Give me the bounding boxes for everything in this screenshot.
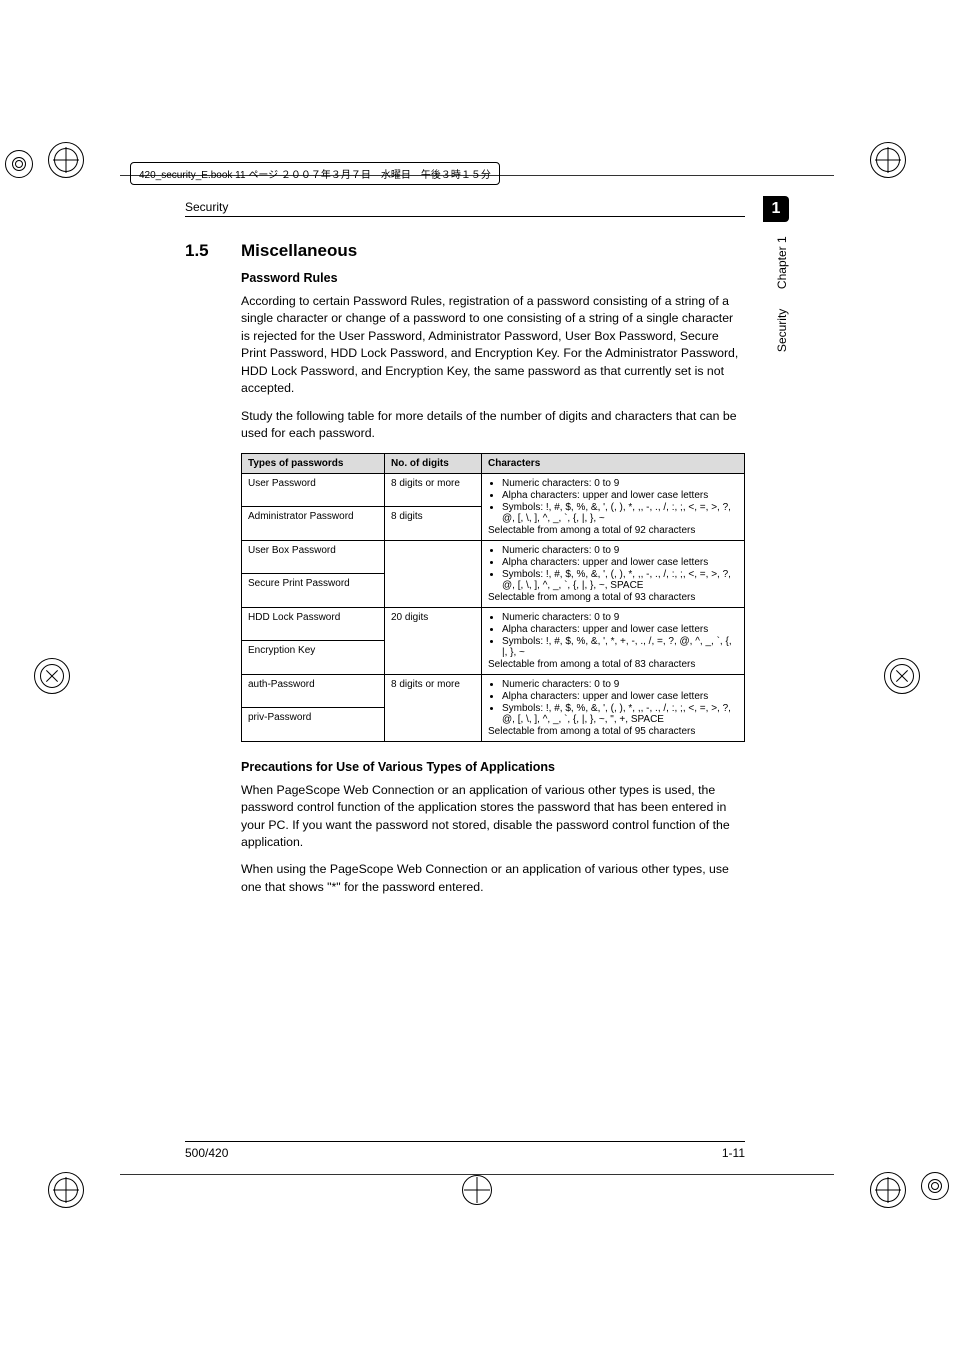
crop-mark-bl [48,1172,84,1208]
char-bullet: Numeric characters: 0 to 9 [502,612,738,623]
cell-characters: Numeric characters: 0 to 9Alpha characte… [482,540,745,607]
cell-characters: Numeric characters: 0 to 9Alpha characte… [482,607,745,674]
char-bullet: Numeric characters: 0 to 9 [502,545,738,556]
subheading-password-rules: Password Rules [241,271,745,285]
footer-right: 1-11 [722,1146,745,1160]
char-tail: Selectable from among a total of 93 char… [488,592,738,603]
cell-characters: Numeric characters: 0 to 9Alpha characte… [482,674,745,741]
char-bullet: Alpha characters: upper and lower case l… [502,691,738,702]
gem-mark-tl [5,150,33,178]
crop-mark-br [870,1172,906,1208]
table-row: User Password8 digits or more Numeric cha… [242,473,745,507]
char-bullet: Numeric characters: 0 to 9 [502,478,738,489]
cell-type: auth-Password [242,674,385,708]
paragraph-3: When PageScope Web Connection or an appl… [241,782,745,852]
page-tab: 1 [763,196,789,222]
book-header: 420_security_E.book 11 ページ ２００７年３月７日 水曜日… [130,162,500,185]
cell-type: Secure Print Password [242,574,385,608]
paragraph-2: Study the following table for more detai… [241,408,745,443]
cell-digits: 20 digits [385,607,482,674]
crop-mark-mr [884,658,920,694]
char-tail: Selectable from among a total of 83 char… [488,659,738,670]
subheading-precautions: Precautions for Use of Various Types of … [241,760,745,774]
crop-mark-bottom [462,1175,492,1205]
side-labels: Security Chapter 1 [775,236,789,352]
char-tail: Selectable from among a total of 92 char… [488,525,738,536]
cell-type: Administrator Password [242,507,385,541]
cell-digits: 8 digits or more [385,473,482,507]
cell-type: Encryption Key [242,641,385,675]
table-row: HDD Lock Password20 digitsNumeric charac… [242,607,745,641]
th-characters: Characters [482,453,745,473]
char-bullet: Numeric characters: 0 to 9 [502,679,738,690]
crop-mark-ml [34,658,70,694]
cell-digits: 8 digits or more [385,674,482,741]
char-bullet: Alpha characters: upper and lower case l… [502,557,738,568]
cell-characters: Numeric characters: 0 to 9Alpha characte… [482,473,745,540]
crop-mark-tr [870,142,906,178]
cell-type: HDD Lock Password [242,607,385,641]
gem-mark-br [921,1172,949,1200]
paragraph-1: According to certain Password Rules, reg… [241,293,745,398]
char-tail: Selectable from among a total of 95 char… [488,726,738,737]
password-table: Types of passwords No. of digits Charact… [241,453,745,742]
th-types: Types of passwords [242,453,385,473]
side-section-label: Security [775,309,789,352]
section-heading: 1.5Miscellaneous [185,241,745,261]
char-bullet: Alpha characters: upper and lower case l… [502,490,738,501]
char-bullet: Alpha characters: upper and lower case l… [502,624,738,635]
section-title: Miscellaneous [241,241,357,260]
char-bullet: Symbols: !, #, $, %, &, ', (, ), *, ,, -… [502,569,738,591]
cell-type: priv-Password [242,708,385,742]
section-number: 1.5 [185,241,241,261]
paragraph-4: When using the PageScope Web Connection … [241,861,745,896]
side-chapter-label: Chapter 1 [775,236,789,289]
cell-type: User Password [242,473,385,507]
table-row: auth-Password8 digits or moreNumeric cha… [242,674,745,708]
char-bullet: Symbols: !, #, $, %, &, ', (, ), *, ,, -… [502,502,738,524]
crop-mark-tl [48,142,84,178]
table-row: User Box Password Numeric characters: 0 t… [242,540,745,574]
cell-type: User Box Password [242,540,385,574]
page-footer: 500/420 1-11 [185,1141,745,1160]
footer-left: 500/420 [185,1146,228,1160]
cell-digits [385,540,482,607]
cell-digits: 8 digits [385,507,482,541]
page-body: Security 1 Security Chapter 1 1.5Miscell… [185,200,745,1160]
char-bullet: Symbols: !, #, $, %, &, ', *, +, -, ., /… [502,636,738,658]
th-digits: No. of digits [385,453,482,473]
running-head-text: Security [185,200,228,214]
char-bullet: Symbols: !, #, $, %, &, ', (, ), *, ,, -… [502,703,738,725]
